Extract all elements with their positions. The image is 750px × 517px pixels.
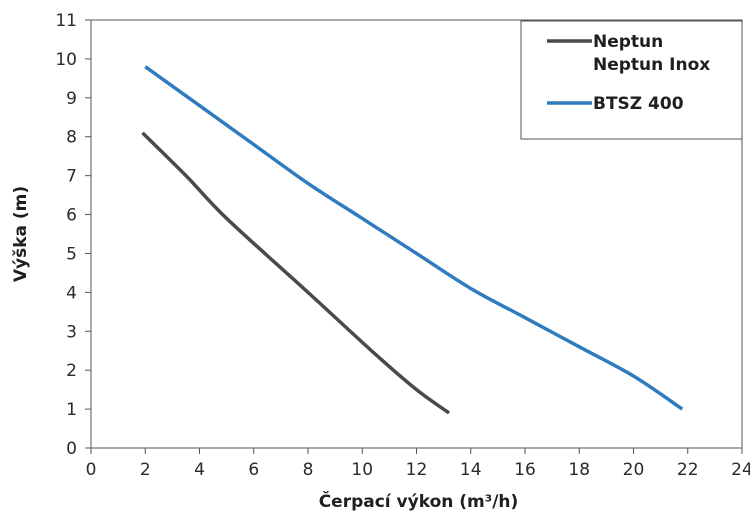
y-tick-label: 10 <box>55 50 77 70</box>
y-tick-label: 7 <box>66 167 77 187</box>
x-axis-title: Čerpací výkon (m³/h) <box>319 490 519 512</box>
y-tick-label: 3 <box>66 322 77 342</box>
y-tick-label: 6 <box>66 206 77 226</box>
series-line-1 <box>144 65 684 411</box>
legend-label: BTSZ 400 <box>593 94 684 114</box>
y-axis-title: Výška (m) <box>11 186 31 282</box>
x-tick-label: 6 <box>248 460 259 480</box>
y-tick-label: 11 <box>55 11 77 31</box>
legend: Neptun Neptun Inox BTSZ 400 <box>520 20 743 140</box>
x-tick-label: 16 <box>514 460 536 480</box>
x-tick-label: 10 <box>351 460 373 480</box>
legend-label: Neptun Inox <box>593 55 710 75</box>
y-tick-label: 4 <box>66 283 77 303</box>
x-tick-label: 24 <box>731 460 750 480</box>
y-tick-label: 2 <box>66 361 77 381</box>
y-tick-label: 5 <box>66 244 77 264</box>
y-tick-label: 1 <box>66 400 77 420</box>
x-tick-label: 18 <box>568 460 590 480</box>
x-tick-label: 2 <box>140 460 151 480</box>
y-tick-label: 8 <box>66 128 77 148</box>
x-tick-label: 4 <box>194 460 205 480</box>
x-tick-label: 14 <box>460 460 482 480</box>
x-tick-label: 8 <box>303 460 314 480</box>
x-tick-label: 22 <box>677 460 699 480</box>
x-tick-label: 12 <box>406 460 428 480</box>
y-tick-label: 0 <box>66 439 77 459</box>
y-tick-label: 9 <box>66 89 77 109</box>
series-layer <box>141 65 684 415</box>
x-tick-label: 0 <box>86 460 97 480</box>
legend-label: Neptun <box>593 32 663 52</box>
x-tick-label: 20 <box>623 460 645 480</box>
series-line-0 <box>141 131 451 415</box>
